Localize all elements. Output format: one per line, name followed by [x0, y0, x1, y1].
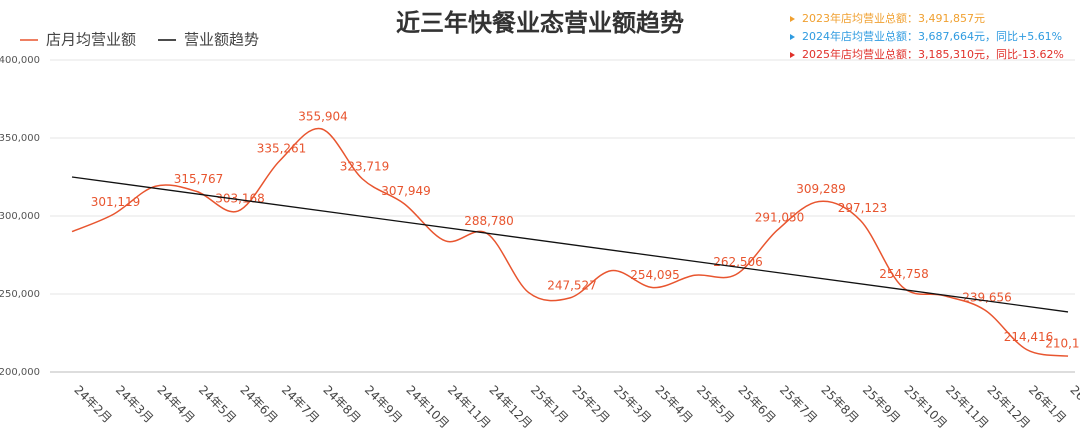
x-tick-label: 24年10月 [403, 383, 451, 431]
chart-title: 近三年快餐业态营业额趋势 [396, 9, 684, 37]
annotation: 2023年店均营业总额：3,491,857元 [802, 11, 985, 25]
x-tick-label: 24年6月 [237, 383, 280, 426]
x-tick-label: 25年2月 [569, 383, 612, 426]
x-tick-label: 24年2月 [71, 383, 114, 426]
data-line [71, 127, 1069, 357]
x-tick-label: 26年1月 [1026, 383, 1069, 426]
data-label: 247,527 [547, 278, 597, 292]
x-tick-label: 25年1月 [528, 383, 571, 426]
data-label: 335,261 [257, 141, 307, 155]
trend-line [71, 176, 1069, 313]
x-tick-label: 25年10月 [901, 383, 949, 431]
legend-label: 店月均营业额 [46, 31, 136, 49]
data-label: 214,416 [1004, 330, 1054, 344]
x-tick-label: 25年8月 [818, 383, 861, 426]
data-label: 309,289 [796, 182, 846, 196]
x-tick-label: 24年3月 [113, 383, 156, 426]
annotation-bullet [790, 52, 795, 58]
annotation-bullet [790, 34, 795, 40]
x-tick-label: 24年9月 [362, 383, 405, 426]
x-tick-label: 24年12月 [486, 383, 534, 431]
data-label: 288,780 [464, 214, 514, 228]
x-tick-label: 25年4月 [652, 383, 695, 426]
data-label: 323,719 [340, 159, 390, 173]
data-label: 254,758 [879, 267, 929, 281]
data-label: 307,949 [381, 184, 431, 198]
data-label: 301,119 [91, 195, 141, 209]
data-label: 297,123 [838, 201, 888, 215]
x-tick-label: 24年5月 [196, 383, 239, 426]
x-tick-label: 25年5月 [694, 383, 737, 426]
y-tick-label: 300,000 [0, 211, 40, 222]
x-tick-label: 25年7月 [777, 383, 820, 426]
annotation: 2024年店均营业总额：3,687,664元，同比+5.61% [802, 29, 1062, 43]
legend-label: 营业额趋势 [184, 31, 259, 49]
data-label: 355,904 [298, 109, 348, 123]
y-tick-label: 250,000 [0, 289, 40, 300]
data-label: 315,767 [174, 172, 224, 186]
x-tick-label: 25年11月 [943, 383, 991, 431]
x-tick-label: 24年8月 [320, 383, 363, 426]
x-tick-label: 25年3月 [611, 383, 654, 426]
x-tick-label: 24年11月 [445, 383, 493, 431]
annotation-bullet [790, 16, 795, 22]
x-tick-label: 24年4月 [154, 383, 197, 426]
x-tick-label: 26年2月 [1067, 383, 1080, 426]
y-tick-label: 200,000 [0, 367, 40, 378]
data-label: 254,095 [630, 268, 680, 282]
x-tick-label: 24年7月 [279, 383, 322, 426]
annotation: 2025年店均营业总额：3,185,310元，同比-13.62% [802, 47, 1064, 61]
data-label: 291,050 [755, 210, 805, 224]
x-tick-label: 25年12月 [984, 383, 1032, 431]
data-label: 303,168 [215, 192, 265, 206]
y-tick-label: 400,000 [0, 55, 40, 66]
x-tick-label: 25年6月 [735, 383, 778, 426]
data-label: 210,155 [1045, 337, 1080, 351]
data-label: 239,656 [962, 291, 1012, 305]
x-tick-label: 25年9月 [860, 383, 903, 426]
y-tick-label: 350,000 [0, 133, 40, 144]
